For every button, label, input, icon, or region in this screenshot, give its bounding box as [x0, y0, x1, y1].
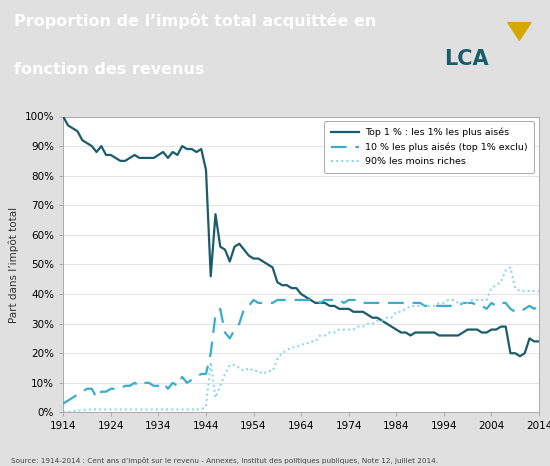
- Text: Proportion de l’impôt total acquittée en: Proportion de l’impôt total acquittée en: [14, 13, 376, 29]
- Text: fonction des revenus: fonction des revenus: [14, 62, 204, 77]
- Polygon shape: [508, 22, 531, 40]
- Text: LCA: LCA: [444, 49, 489, 69]
- Text: Source: 1914-2014 : Cent ans d’impôt sur le revenu - Annexes, Institut des polit: Source: 1914-2014 : Cent ans d’impôt sur…: [11, 457, 438, 464]
- Legend: Top 1 % : les 1% les plus aisés, 10 % les plus aisés (top 1% exclu), 90% les moi: Top 1 % : les 1% les plus aisés, 10 % le…: [324, 121, 534, 173]
- Y-axis label: Part dans l’impôt total: Part dans l’impôt total: [9, 206, 19, 322]
